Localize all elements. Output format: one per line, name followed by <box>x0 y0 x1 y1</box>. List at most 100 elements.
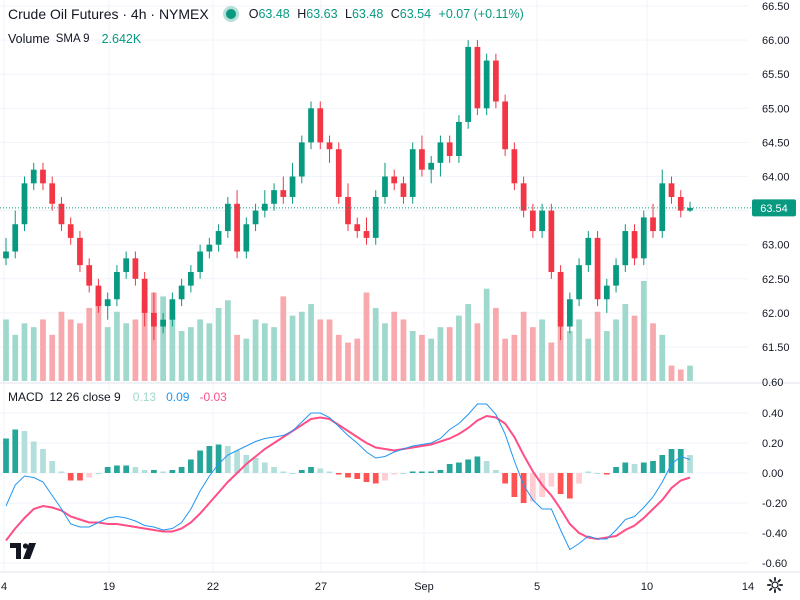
candle-body <box>622 231 629 266</box>
volume-legend[interactable]: Volume SMA 9 2.642K <box>8 32 141 46</box>
volume-bar <box>631 315 638 381</box>
volume-bar <box>687 365 693 381</box>
macd-hist-bar <box>409 471 416 473</box>
macd-hist-bar <box>576 473 582 484</box>
volume-bar <box>215 307 222 381</box>
volume-bar <box>86 307 93 381</box>
candle-body <box>409 149 416 197</box>
candle-body <box>206 244 213 252</box>
candle-body <box>3 251 9 259</box>
macd-hist-bar <box>640 462 647 473</box>
candle-body <box>354 224 361 232</box>
candle-body <box>178 285 185 300</box>
candle-body <box>289 176 296 197</box>
candle-body <box>77 237 83 266</box>
price-tick-label: 65.50 <box>762 69 790 81</box>
volume-title[interactable]: Volume <box>8 32 50 46</box>
candle-body <box>141 278 148 313</box>
macd-hist-bar <box>169 470 176 473</box>
volume-bar <box>141 300 148 381</box>
last-price-label: 63.54 <box>752 199 796 217</box>
macd-hist-bar <box>58 471 65 473</box>
macd-hist-bar <box>428 471 435 473</box>
chart-grid <box>0 0 748 572</box>
macd-hist-bar <box>520 473 527 503</box>
volume-bar <box>576 319 582 381</box>
candle-body <box>687 207 693 211</box>
macd-hist-bar <box>493 470 499 473</box>
volume-bar <box>49 334 56 381</box>
volume-bar <box>243 338 250 381</box>
volume-bar <box>640 281 647 381</box>
candle-body <box>631 231 638 259</box>
candle-body <box>603 285 610 300</box>
volume-bar <box>224 300 231 381</box>
candle-body <box>613 265 619 286</box>
candle-body <box>317 108 324 143</box>
macd-title[interactable]: MACD <box>8 390 44 404</box>
macd-hist-bar <box>187 459 194 473</box>
candle-body <box>391 176 398 184</box>
macd-hist-bar <box>529 473 536 502</box>
macd-hist-bar <box>298 470 305 473</box>
macd-axis[interactable]: 0.40 0.20 0.00 -0.20 -0.40 -0.60 <box>762 408 787 570</box>
symbol-legend[interactable]: Crude Oil Futures · 4h · NYMEX O63.48 H6… <box>8 6 524 22</box>
macd-hist-bar <box>585 471 592 473</box>
macd-hist-bar <box>400 473 407 474</box>
macd-hist-bar <box>419 471 425 473</box>
candle-body <box>104 299 111 307</box>
candlesticks <box>3 40 693 341</box>
high-value: 63.63 <box>306 7 338 21</box>
volume-bar <box>372 307 379 381</box>
price-tick-label: 64.50 <box>762 137 790 149</box>
volume-bar <box>77 323 83 381</box>
price-tick-label: 62.50 <box>762 274 790 286</box>
market-status-icon[interactable] <box>222 6 239 22</box>
macd-line <box>5 403 691 551</box>
volume-bar <box>345 342 351 381</box>
macd-hist-bar <box>178 467 185 473</box>
macd-hist-bar <box>687 455 693 473</box>
volume-bar <box>465 304 472 381</box>
candle-body <box>114 271 120 300</box>
volume-bar <box>428 338 435 381</box>
macd-hist-bar <box>114 465 120 473</box>
volume-bar <box>419 334 425 381</box>
macd-legend[interactable]: MACD 12 26 close 9 0.13 0.09 -0.03 <box>8 390 227 404</box>
open-label: O <box>248 7 259 21</box>
volume-bar <box>659 334 666 381</box>
macd-hist-bar <box>511 473 518 497</box>
macd-hist-bar <box>345 473 351 478</box>
candle-body <box>474 46 481 109</box>
settings-gear-icon[interactable] <box>766 576 784 594</box>
macd-tick-label: 0.00 <box>762 468 783 480</box>
volume-bar <box>391 311 398 381</box>
candle-body <box>215 231 222 245</box>
macd-hist-bar <box>271 467 277 473</box>
volume-bar <box>234 334 240 381</box>
macd-hist-bar <box>363 473 370 482</box>
time-axis[interactable]: 4 19 22 27 Sep 5 10 14 <box>1 581 754 593</box>
price-tick-label: 61.50 <box>762 342 790 354</box>
change-value: +0.07 (+0.11%) <box>438 7 524 21</box>
volume-bar <box>178 331 185 381</box>
volume-bar <box>474 323 481 381</box>
volume-bar <box>409 331 416 381</box>
macd-hist-bar <box>12 429 19 473</box>
price-axis[interactable]: 66.5066.0065.5065.0064.5064.0063.5063.00… <box>762 1 790 389</box>
candle-body <box>659 183 666 232</box>
candle-body <box>400 183 407 197</box>
macd-hist-bar <box>474 456 481 473</box>
symbol-title[interactable]: Crude Oil Futures · 4h · NYMEX <box>8 6 209 22</box>
candle-body <box>650 217 656 232</box>
volume-bar <box>566 331 573 381</box>
candle-body <box>576 265 582 300</box>
tradingview-logo-icon[interactable] <box>10 541 38 561</box>
candle-body <box>668 183 675 197</box>
macd-hist-bar <box>557 473 564 494</box>
candle-body <box>372 196 379 238</box>
volume-bar <box>363 292 370 381</box>
volume-bar <box>650 323 656 381</box>
candle-body <box>548 210 555 272</box>
